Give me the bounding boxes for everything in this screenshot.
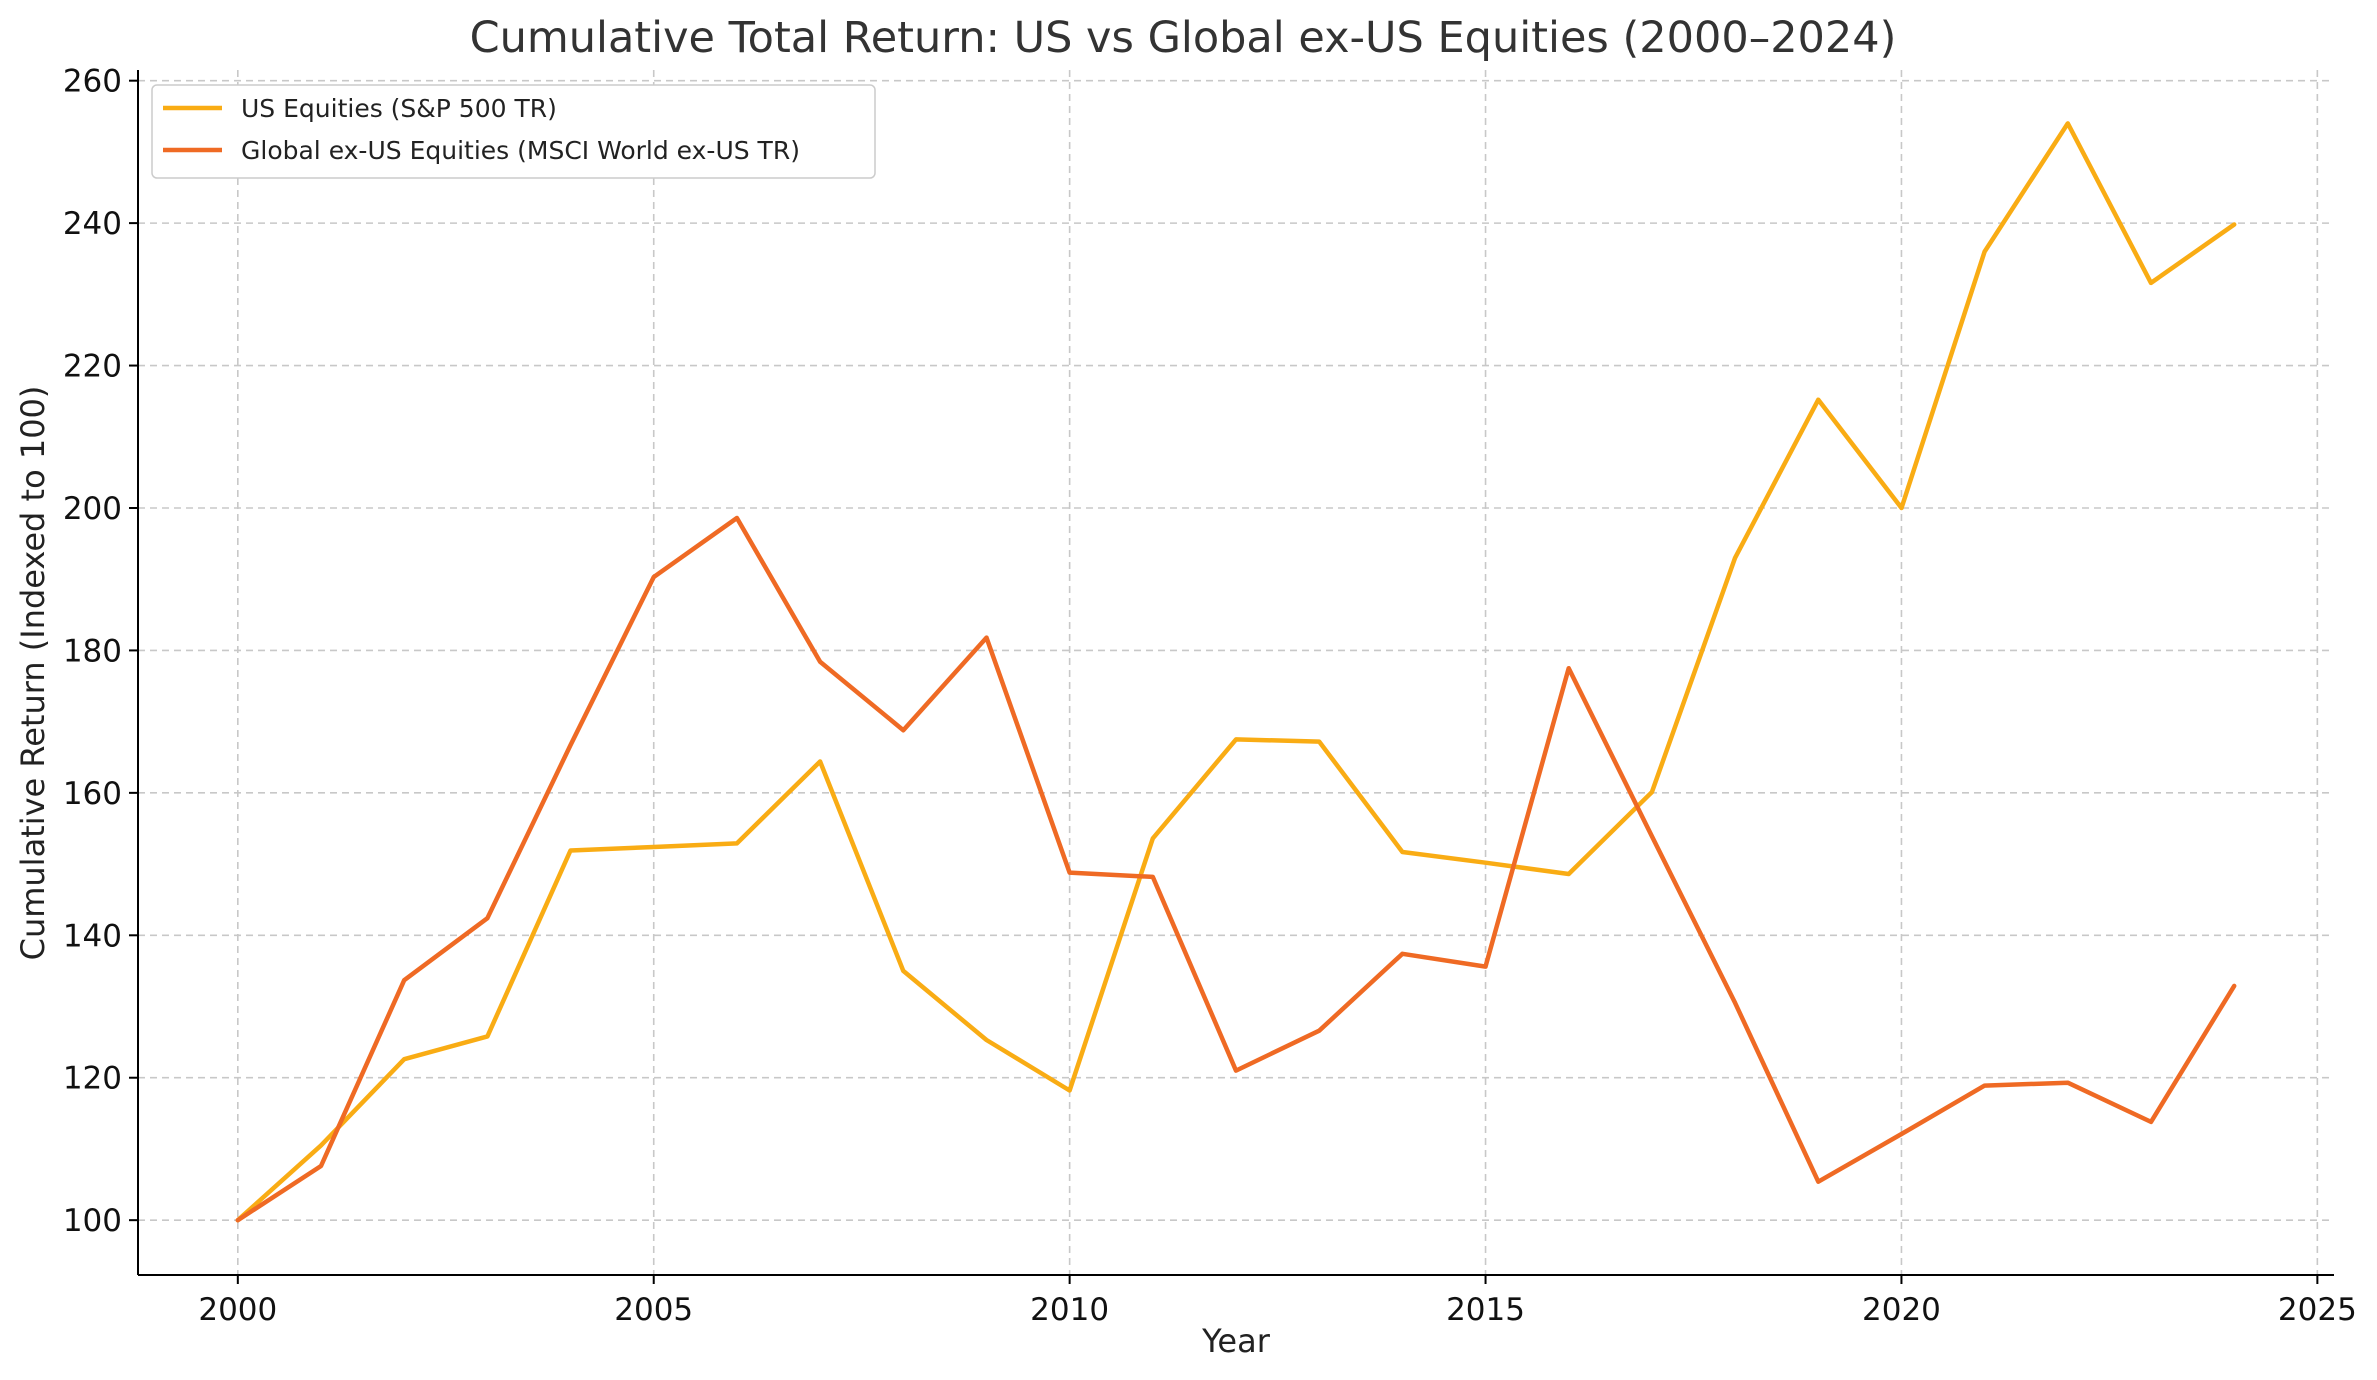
y-tick-label: 140 [63, 918, 122, 954]
y-tick-label: 160 [63, 776, 122, 812]
legend-label-global: Global ex-US Equities (MSCI World ex-US … [241, 136, 800, 165]
legend: US Equities (S&P 500 TR) Global ex-US Eq… [151, 84, 876, 179]
y-tick-label: 220 [63, 349, 122, 385]
series-lines [235, 121, 2237, 1223]
grid-lines [138, 70, 2334, 1275]
y-tick-label: 120 [63, 1061, 122, 1097]
x-tick-label: 2025 [2278, 1292, 2357, 1328]
y-tick-label: 260 [63, 64, 122, 100]
y-axis-ticks: 100 120 140 160 180 200 220 240 260 [63, 64, 138, 1239]
chart-title: Cumulative Total Return: US vs Global ex… [470, 13, 1897, 63]
us-equities-line [235, 121, 2237, 1223]
x-tick-label: 2005 [614, 1292, 693, 1328]
x-axis-label: Year [1201, 1322, 1271, 1360]
x-tick-label: 2020 [1862, 1292, 1941, 1328]
y-tick-label: 200 [63, 491, 122, 527]
y-tick-label: 240 [63, 206, 122, 242]
x-tick-label: 2000 [198, 1292, 277, 1328]
x-tick-label: 2010 [1030, 1292, 1109, 1328]
y-axis-label: Cumulative Return (Indexed to 100) [14, 386, 52, 961]
y-tick-label: 100 [63, 1203, 122, 1239]
legend-label-us: US Equities (S&P 500 TR) [241, 94, 557, 123]
x-axis-ticks: 2000 2005 2010 2015 2020 2025 [198, 1275, 2357, 1328]
global-ex-us-equities-line [235, 515, 2237, 1223]
y-tick-label: 180 [63, 633, 122, 669]
legend-box [151, 84, 876, 179]
x-tick-label: 2015 [1446, 1292, 1525, 1328]
